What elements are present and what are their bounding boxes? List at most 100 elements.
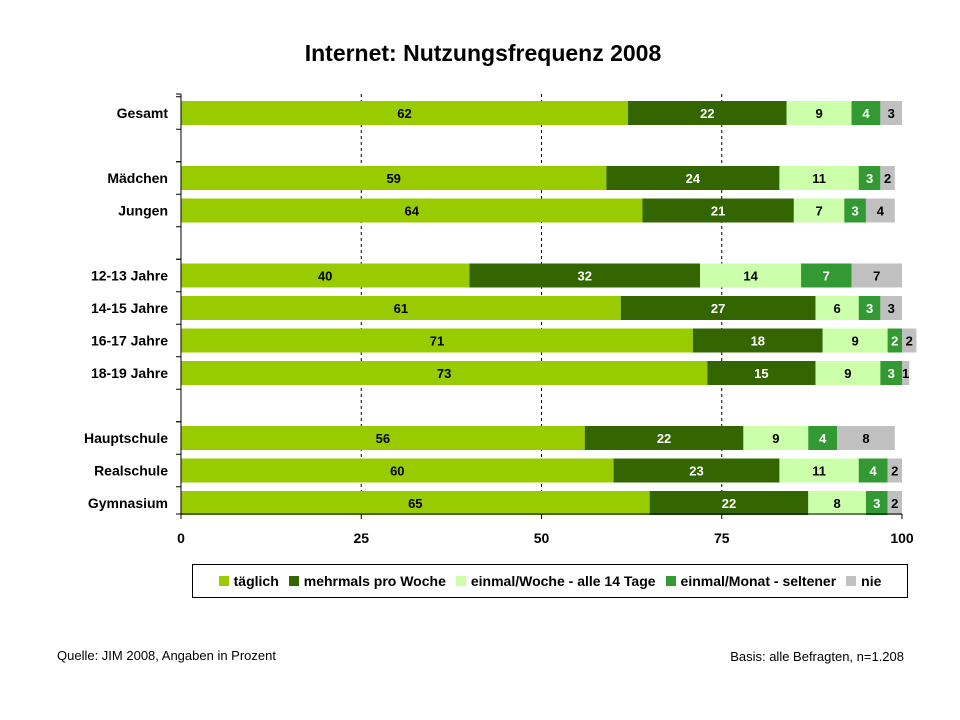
bar-segment	[181, 263, 470, 288]
chart-legend: täglich mehrmals pro Woche einmal/Woche - …	[192, 564, 908, 598]
category-label: Hauptschule	[84, 430, 168, 446]
category-label: 18-19 Jahre	[91, 365, 168, 381]
bar-segment	[815, 296, 859, 320]
bar-segment	[613, 458, 780, 483]
bar-segment	[858, 296, 881, 320]
data-label: 11	[812, 464, 826, 479]
bar-segment	[837, 426, 895, 450]
data-label: 7	[823, 269, 830, 284]
data-label: 23	[689, 464, 703, 479]
bar-segment	[887, 328, 902, 353]
category-label: 12-13 Jahre	[91, 268, 168, 284]
data-label: 3	[852, 204, 859, 219]
legend-swatch	[218, 576, 229, 586]
data-label: 2	[906, 334, 913, 349]
data-label: 59	[386, 171, 400, 186]
data-label: 4	[862, 106, 870, 121]
data-label: 18	[751, 334, 765, 349]
data-label: 15	[754, 366, 768, 381]
bar-segment	[469, 263, 701, 288]
category-label: Gesamt	[117, 105, 169, 121]
data-label: 62	[397, 106, 411, 121]
bar-segment	[844, 198, 866, 223]
bar-segment	[808, 491, 866, 515]
legend-swatch	[288, 576, 299, 586]
bar-segment	[181, 426, 585, 450]
category-label: Jungen	[118, 203, 168, 219]
bar-segment	[880, 361, 902, 385]
legend-swatch	[455, 576, 466, 586]
bar-segment	[801, 263, 852, 288]
bar-segment	[887, 458, 902, 483]
bar-segment	[181, 198, 643, 223]
data-label: 3	[888, 301, 895, 316]
data-label: 3	[888, 366, 895, 381]
bar-segment	[181, 361, 708, 385]
legend-label: nie	[861, 573, 882, 589]
chart-title: Internet: Nutzungsfrequenz 2008	[304, 40, 662, 66]
basis-note: Basis: alle Befragten, n=1.208	[730, 649, 904, 664]
data-label: 64	[404, 204, 419, 219]
data-label: 3	[866, 301, 873, 316]
x-tick-label: 0	[177, 530, 185, 546]
bar-segment	[865, 491, 888, 515]
data-label: 6	[833, 301, 840, 316]
data-label: 9	[844, 366, 851, 381]
source-note: Quelle: JIM 2008, Angaben in Prozent	[57, 648, 276, 663]
bar-segment	[700, 263, 802, 288]
bar-segment	[902, 361, 910, 385]
bar-segment	[786, 101, 852, 125]
data-label: 56	[376, 431, 390, 446]
bar-segment	[858, 166, 881, 190]
bar-segment	[902, 328, 917, 353]
bar-segment	[642, 198, 794, 223]
data-label: 22	[700, 106, 714, 121]
bar-segment	[779, 458, 859, 483]
data-label: 22	[657, 431, 671, 446]
bar-segment	[628, 101, 787, 125]
data-label: 3	[873, 496, 880, 511]
category-label: Gymnasium	[88, 495, 168, 511]
bar-segment	[181, 328, 693, 353]
x-tick-label: 25	[353, 530, 369, 546]
data-label: 9	[772, 431, 779, 446]
bar-segment	[181, 101, 629, 125]
legend-swatch	[665, 576, 676, 586]
bar-segment	[181, 296, 621, 320]
data-label: 21	[711, 204, 725, 219]
data-label: 11	[812, 171, 826, 186]
data-label: 3	[866, 171, 873, 186]
bar-segment	[707, 361, 816, 385]
data-label: 3	[888, 106, 895, 121]
bar-segment	[880, 166, 895, 190]
legend-item: einmal/Woche - alle 14 Tage	[455, 573, 656, 589]
bar-segment	[584, 426, 744, 450]
legend-label: mehrmals pro Woche	[303, 573, 446, 589]
bar-segment	[181, 458, 614, 483]
data-label: 2	[891, 464, 898, 479]
data-label: 2	[891, 496, 898, 511]
data-label: 4	[819, 431, 827, 446]
x-tick-label: 50	[534, 530, 550, 546]
legend-item: nie	[846, 573, 881, 589]
bar-segment	[887, 491, 902, 515]
bar-segment	[851, 101, 881, 125]
data-label: 2	[884, 171, 891, 186]
bar-segment	[858, 458, 888, 483]
data-label: 9	[852, 334, 859, 349]
bar-segment	[880, 296, 902, 320]
legend-swatch	[846, 576, 857, 586]
data-label: 27	[711, 301, 725, 316]
data-label: 7	[873, 269, 880, 284]
bar-segment	[851, 263, 902, 288]
bar-segment	[822, 328, 888, 353]
category-label: Mädchen	[107, 170, 168, 186]
data-label: 14	[743, 269, 758, 284]
bar-segment	[743, 426, 809, 450]
x-tick-label: 75	[714, 530, 730, 546]
data-label: 71	[430, 334, 444, 349]
bar-segment	[808, 426, 838, 450]
category-label: Realschule	[94, 463, 168, 479]
legend-item: mehrmals pro Woche	[288, 573, 446, 589]
